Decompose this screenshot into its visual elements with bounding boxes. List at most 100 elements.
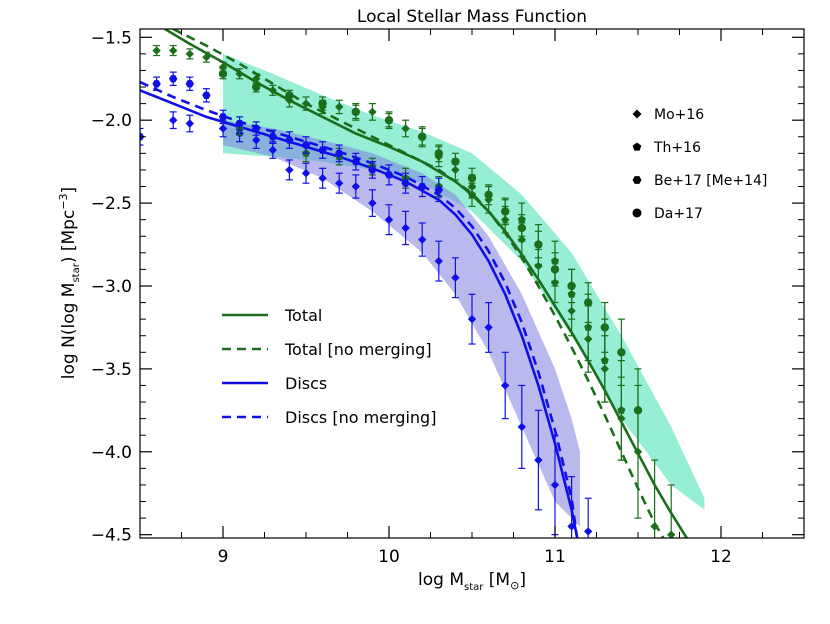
discs-no-merging-legend-label: Discs [no merging] (285, 408, 436, 427)
mo-16-discs-point (451, 273, 460, 282)
x-axis-title-mid: [M (483, 570, 510, 590)
th-16-legend-label: Th+16 (653, 140, 701, 156)
mo-16-legend-marker (632, 109, 642, 119)
y-axis-title-mid: ) [Mpc (59, 210, 79, 263)
mo-16-point (235, 69, 244, 78)
be-17-me-14-point (268, 133, 277, 141)
discs-range-band (223, 120, 580, 527)
legend-lines: Total Total [no merging] Discs Discs [no me… (222, 306, 436, 427)
mo-16-discs-point (368, 198, 377, 208)
mo-16-point (185, 49, 194, 59)
th-16-point (584, 323, 593, 331)
da-17-point (484, 190, 493, 199)
mo-16-discs-point (401, 223, 410, 233)
da-17-legend-marker (632, 208, 642, 218)
y-tick-label: −3.0 (91, 277, 132, 297)
be-17-me-14-point (218, 113, 228, 121)
mo-16-point (301, 99, 311, 108)
mo-16-point (202, 53, 211, 62)
be-17-me-14-point (152, 80, 161, 88)
mo-16-discs-points (169, 111, 593, 538)
x-axis-title-sub: star (464, 582, 484, 593)
da-17-point (218, 69, 228, 78)
mo-16-discs-point (218, 124, 228, 133)
y-tick-label: −4.5 (91, 526, 132, 546)
da-17-legend-label: Da+17 (654, 206, 703, 222)
be-17-me-14-point (368, 166, 377, 174)
da-17-point (434, 149, 443, 158)
be-17-me-14-point (401, 179, 410, 187)
be-17-me-14-point (285, 136, 294, 144)
be-17-me-14-point (235, 119, 244, 128)
mo-16-discs-point (185, 119, 194, 128)
be-17-me-14-point (418, 182, 427, 191)
y-tick-label: −2.5 (91, 194, 132, 214)
mo-16-discs-point (534, 455, 543, 465)
be-17-me-14-point (434, 186, 443, 194)
total-legend-label: Total (284, 306, 322, 325)
y-tick-label: −1.5 (91, 28, 132, 48)
y-axis-title-post: ] (59, 187, 79, 194)
da-17-point (384, 115, 394, 125)
da-17-point (318, 99, 327, 108)
x-axis-title: log Mstar [M⊙] (418, 570, 526, 593)
be-17-me-14-legend-marker (632, 176, 642, 184)
mo-16-discs-point (351, 182, 360, 191)
mo-16-point (368, 107, 377, 117)
be-17-me-14-point (318, 146, 327, 154)
da-17-point (351, 107, 360, 117)
bands-layer (223, 53, 705, 527)
mo-16-point (401, 124, 410, 133)
axes-layer: 9 10 11 12 −1.5 −2.0 −2.5 −3.0 −3.5 −4.0 −4.5 (91, 28, 805, 567)
da-17-point (633, 406, 643, 415)
mo-16-discs-point (169, 116, 178, 125)
be-17-me-14-point (185, 80, 194, 88)
y-axis-title-pre: log N(log M (59, 283, 79, 380)
mo-16-discs-point (550, 480, 560, 490)
mo-16-point (152, 46, 161, 55)
da-17-point (584, 298, 593, 307)
da-17-point (418, 132, 427, 141)
mo-16-discs-point (584, 527, 593, 536)
x-tick-label: 9 (218, 547, 229, 567)
discs-legend-label: Discs (285, 374, 327, 393)
y-tick-label: −4.0 (91, 443, 132, 463)
mo-16-discs-point (434, 256, 443, 266)
th-16-point (617, 406, 626, 414)
th-16-point (468, 190, 476, 199)
mo-16-point (252, 74, 261, 83)
da-17-point (550, 265, 560, 274)
y-axis-title-sup: −3 (57, 193, 70, 209)
mo-16-discs-point (285, 165, 294, 175)
mo-16-discs-point (517, 422, 526, 432)
da-17-point (534, 240, 543, 249)
be-17-me-14-legend-label: Be+17 [Me+14] (654, 173, 767, 189)
da-17-point (501, 207, 510, 216)
th-16-legend-marker (632, 142, 642, 151)
mo-16-discs-point (567, 522, 576, 531)
mo-16-point (650, 522, 659, 531)
x-axis-title-sym: ⊙ (510, 579, 519, 592)
mo-16-discs-point (252, 135, 261, 145)
da-17-points (218, 68, 643, 453)
x-axis-title-pre: log M (418, 570, 464, 590)
da-17-point (451, 157, 460, 166)
da-17-point (467, 174, 477, 183)
da-17-point (600, 323, 609, 332)
da-17-point (285, 91, 294, 100)
x-axis-title-post: ] (519, 570, 526, 590)
legend-markers: Mo+16 Th+16 Be+17 [Me+14] Da+17 (632, 107, 767, 222)
be-17-me-14-point (384, 171, 394, 179)
points-layer (140, 44, 676, 538)
mo-16-discs-point (467, 314, 477, 324)
mo-16-point (667, 530, 676, 538)
x-tick-label: 12 (710, 547, 732, 567)
be-17-me-14-point (252, 124, 261, 133)
th-16-point (600, 356, 609, 364)
mo-16-discs-point (384, 215, 394, 224)
chart-title: Local Stellar Mass Function (357, 7, 587, 27)
total-no-merging-legend-label: Total [no merging] (284, 340, 432, 359)
mo-16-discs-point (268, 145, 277, 155)
be-17-me-14-point (301, 141, 311, 149)
